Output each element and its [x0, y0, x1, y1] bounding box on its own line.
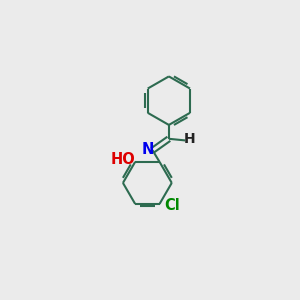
Text: N: N [141, 142, 154, 157]
Text: H: H [184, 133, 195, 146]
Text: Cl: Cl [164, 198, 179, 213]
Text: HO: HO [111, 152, 135, 167]
